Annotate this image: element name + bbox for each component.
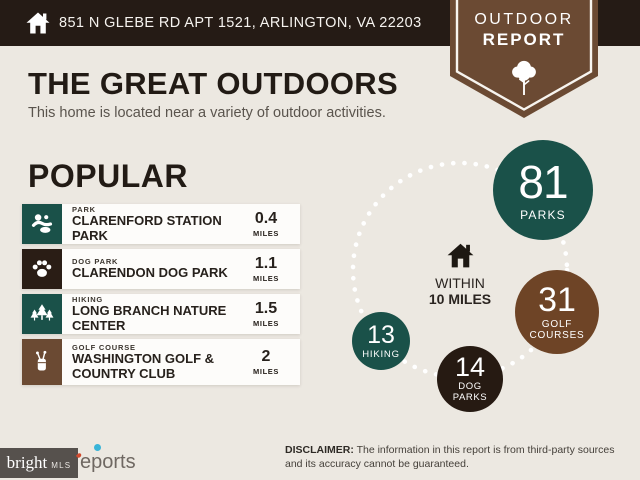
popular-list: PARK CLARENFORD STATION PARK 0.4 MILES D… [22, 204, 300, 385]
home-icon [26, 12, 50, 34]
stat-label: DOG PARKS [452, 381, 488, 403]
item-distance: 1.5 [254, 299, 278, 317]
logo-mls-label: MLS [51, 461, 72, 470]
item-distance-unit: MILES [253, 228, 279, 238]
stat-bubble-hiking: 13 HIKING [352, 312, 410, 370]
page-title: THE GREAT OUTDOORS [28, 66, 398, 101]
item-distance-unit: MILES [253, 318, 279, 328]
stat-label: HIKING [362, 348, 400, 360]
item-distance-unit: MILES [253, 366, 279, 376]
bright-mls-logo: bright MLS [0, 448, 83, 478]
stat-label: PARKS [520, 207, 566, 222]
item-category: GOLF COURSE [72, 342, 136, 352]
item-distance: 0.4 [254, 209, 278, 227]
tree-icon [512, 60, 536, 95]
item-name: WASHINGTON GOLF & COUNTRY CLUB [72, 350, 215, 381]
accent-dot [94, 444, 101, 451]
park-icon [22, 204, 62, 244]
disclaimer: DISCLAIMER: The information in this repo… [285, 444, 617, 471]
outdoor-report-badge: OUTDOOR REPORT [450, 0, 598, 120]
radius-label: 10 MILES [428, 291, 492, 307]
badge-title-line2: REPORT [482, 30, 566, 49]
list-item-golf-course: GOLF COURSE WASHINGTON GOLF & COUNTRY CL… [22, 339, 300, 385]
item-name: CLARENFORD STATION PARK [72, 212, 222, 243]
item-distance: 1.1 [254, 254, 278, 272]
logo-wordmark: bright [6, 453, 48, 472]
stat-value: 81 [518, 155, 568, 208]
stat-label: GOLF COURSES [529, 318, 585, 342]
item-category: PARK [72, 204, 96, 214]
golf-bag-icon [22, 339, 62, 385]
stat-bubble-parks: 81 PARKS [493, 140, 593, 240]
stat-value: 31 [538, 280, 576, 319]
home-marker-icon [447, 243, 473, 268]
radius-center: WITHIN 10 MILES [410, 243, 510, 307]
disclaimer-label: DISCLAIMER: [285, 444, 354, 456]
item-distance-unit: MILES [253, 273, 279, 283]
stat-bubble-dog-parks: 14 DOG PARKS [437, 346, 503, 412]
trees-icon [22, 294, 62, 334]
item-distance: 2 [261, 347, 271, 365]
badge-shield-shape [450, 0, 598, 118]
list-item-park: PARK CLARENFORD STATION PARK 0.4 MILES [22, 204, 300, 244]
item-category: DOG PARK [72, 257, 119, 267]
list-item-dog-park: DOG PARK CLARENDON DOG PARK 1.1 MILES [22, 249, 300, 289]
within-label: WITHIN [435, 275, 485, 291]
disclaimer-text: The information in this report is from t… [285, 444, 615, 470]
item-category: HIKING [72, 294, 104, 304]
popular-heading: POPULAR [28, 158, 188, 194]
item-name: LONG BRANCH NATURE CENTER [72, 302, 227, 333]
list-item-hiking: HIKING LONG BRANCH NATURE CENTER 1.5 MIL… [22, 294, 300, 334]
stat-value: 14 [454, 352, 486, 383]
paw-icon [22, 249, 62, 289]
property-address: 851 N GLEBE RD APT 1521, ARLINGTON, VA 2… [59, 15, 422, 31]
badge-title-line1: OUTDOOR [474, 11, 574, 28]
item-name: CLARENDON DOG PARK [72, 265, 228, 281]
page-subtitle: This home is located near a variety of o… [28, 105, 386, 121]
stat-bubble-golf-courses: 31 GOLF COURSES [515, 270, 599, 354]
partial-word: eports [80, 451, 136, 473]
stat-value: 13 [367, 320, 395, 349]
